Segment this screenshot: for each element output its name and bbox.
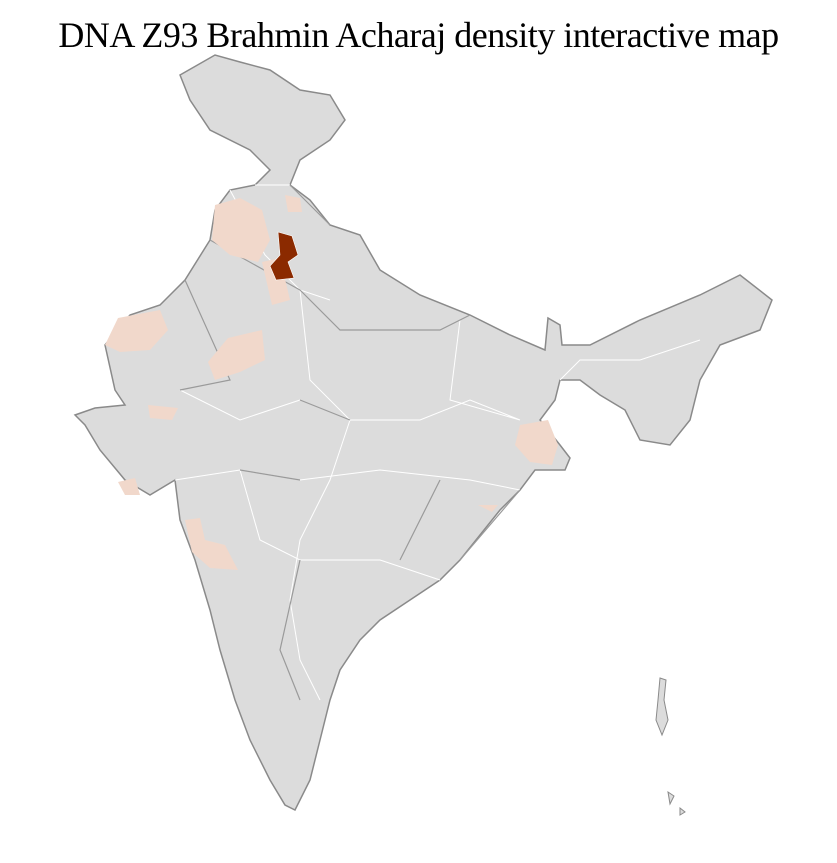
region-punjab-low[interactable] (212, 198, 270, 262)
region-haryana-low[interactable] (262, 258, 290, 305)
region-haryana-high[interactable] (269, 231, 299, 281)
nicobar-islands (667, 790, 686, 816)
region-maharashtra-low[interactable] (185, 518, 238, 570)
islands (655, 677, 686, 816)
region-bengal-low[interactable] (515, 420, 558, 465)
region-saurashtra-low[interactable] (118, 478, 140, 495)
region-odisha-low[interactable] (478, 505, 498, 512)
region-west-rajasthan-low[interactable] (105, 310, 168, 352)
region-central-rajasthan-low[interactable] (208, 330, 265, 380)
density-regions (105, 195, 558, 570)
country-outline[interactable] (73, 54, 773, 812)
map-title: DNA Z93 Brahmin Acharaj density interact… (58, 15, 779, 55)
andaman-islands (655, 677, 669, 737)
region-himachal-low[interactable] (285, 195, 302, 212)
region-gujarat-low[interactable] (148, 405, 178, 420)
state-borders-dark (179, 184, 521, 701)
